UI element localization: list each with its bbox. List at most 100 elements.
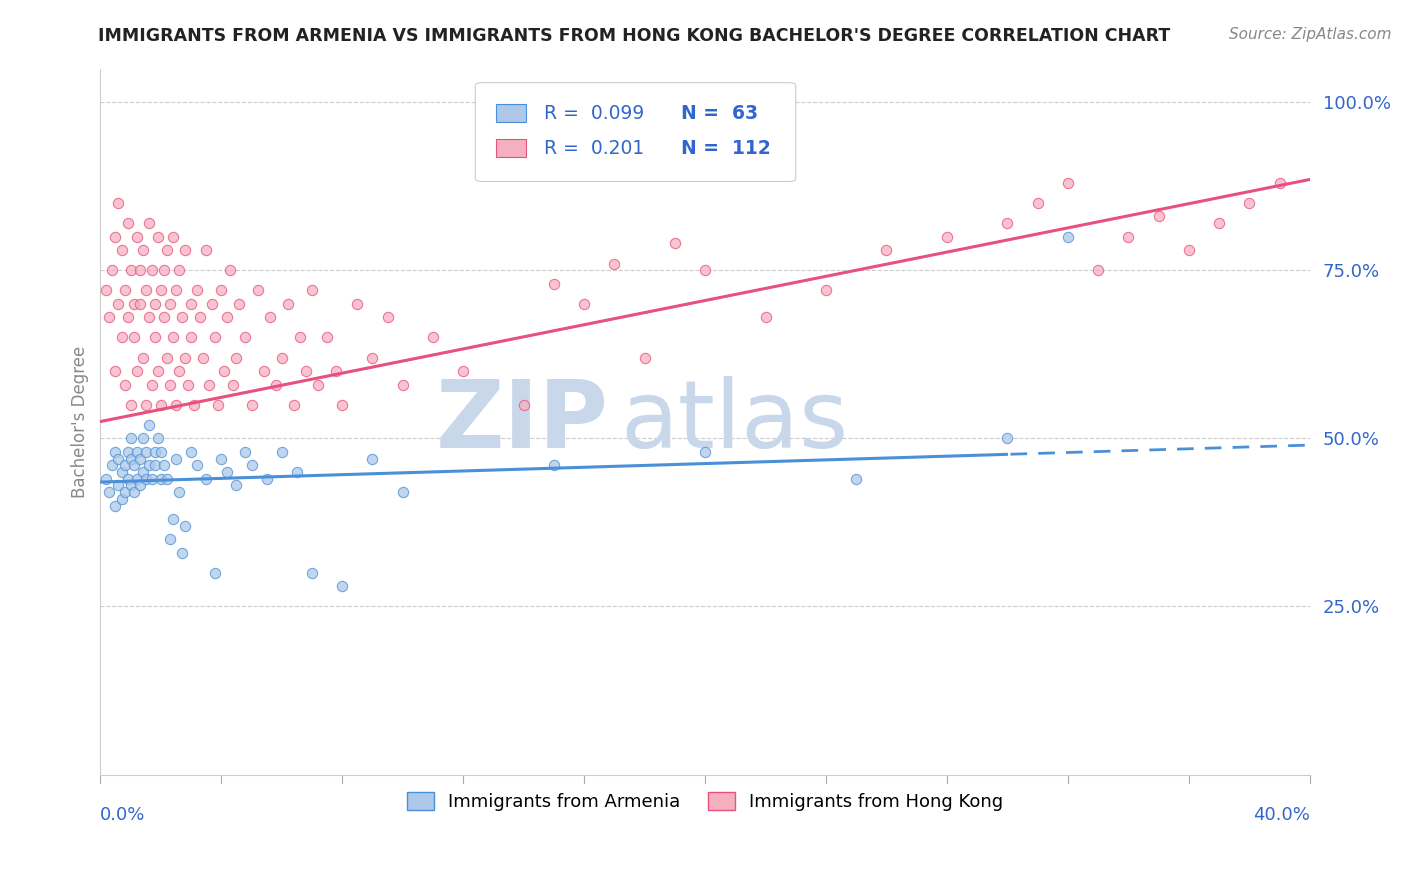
- Point: [188, 310, 211, 325]
- Point: [235, 330, 257, 344]
- Point: [135, 398, 157, 412]
- Point: [149, 472, 172, 486]
- Point: [162, 229, 184, 244]
- Point: [377, 310, 399, 325]
- Point: [153, 458, 176, 473]
- FancyBboxPatch shape: [496, 104, 526, 122]
- Point: [117, 216, 139, 230]
- Point: [664, 236, 686, 251]
- Point: [201, 297, 224, 311]
- Point: [104, 445, 127, 459]
- Point: [316, 330, 339, 344]
- Point: [240, 458, 263, 473]
- Point: [128, 478, 150, 492]
- Point: [110, 491, 132, 506]
- Point: [122, 485, 145, 500]
- Point: [122, 297, 145, 311]
- Point: [330, 398, 353, 412]
- Text: N =  112: N = 112: [681, 139, 770, 158]
- Point: [264, 377, 287, 392]
- Point: [120, 263, 142, 277]
- Point: [1147, 210, 1170, 224]
- Point: [170, 546, 193, 560]
- Point: [217, 465, 239, 479]
- Point: [125, 445, 148, 459]
- Point: [122, 458, 145, 473]
- Point: [198, 377, 221, 392]
- Point: [283, 398, 305, 412]
- Point: [143, 297, 166, 311]
- Point: [125, 229, 148, 244]
- Point: [693, 263, 716, 277]
- Point: [325, 364, 347, 378]
- Point: [240, 398, 263, 412]
- Point: [346, 297, 368, 311]
- Point: [209, 451, 232, 466]
- Point: [845, 472, 868, 486]
- Point: [997, 216, 1019, 230]
- Point: [135, 472, 157, 486]
- Point: [138, 216, 160, 230]
- Point: [141, 472, 163, 486]
- Text: 0.0%: 0.0%: [100, 806, 146, 824]
- Point: [204, 330, 226, 344]
- Point: [162, 330, 184, 344]
- Point: [1178, 243, 1201, 257]
- Y-axis label: Bachelor's Degree: Bachelor's Degree: [72, 345, 89, 498]
- Text: IMMIGRANTS FROM ARMENIA VS IMMIGRANTS FROM HONG KONG BACHELOR'S DEGREE CORRELATI: IMMIGRANTS FROM ARMENIA VS IMMIGRANTS FR…: [98, 27, 1171, 45]
- Point: [156, 472, 179, 486]
- Point: [149, 398, 172, 412]
- Point: [117, 310, 139, 325]
- Point: [146, 431, 169, 445]
- Point: [138, 417, 160, 432]
- Point: [512, 398, 534, 412]
- Point: [180, 330, 202, 344]
- Point: [222, 377, 245, 392]
- Point: [330, 579, 353, 593]
- Point: [180, 445, 202, 459]
- Point: [177, 377, 200, 392]
- Point: [167, 364, 190, 378]
- Point: [191, 351, 214, 365]
- Point: [156, 351, 179, 365]
- Point: [146, 229, 169, 244]
- Point: [174, 518, 197, 533]
- Point: [1057, 176, 1080, 190]
- Point: [214, 364, 236, 378]
- Point: [1118, 229, 1140, 244]
- Point: [98, 485, 121, 500]
- Point: [165, 284, 187, 298]
- Point: [219, 263, 242, 277]
- Point: [107, 478, 129, 492]
- Point: [135, 284, 157, 298]
- Point: [288, 330, 311, 344]
- Point: [270, 351, 292, 365]
- Point: [225, 478, 247, 492]
- Point: [936, 229, 959, 244]
- Point: [131, 465, 153, 479]
- Point: [228, 297, 250, 311]
- Point: [143, 330, 166, 344]
- Point: [114, 284, 136, 298]
- Point: [122, 330, 145, 344]
- Point: [361, 451, 384, 466]
- Text: 40.0%: 40.0%: [1253, 806, 1310, 824]
- Point: [170, 310, 193, 325]
- Point: [162, 512, 184, 526]
- Point: [104, 229, 127, 244]
- Point: [107, 297, 129, 311]
- Point: [101, 458, 124, 473]
- Point: [149, 445, 172, 459]
- Point: [120, 478, 142, 492]
- Point: [120, 398, 142, 412]
- Point: [259, 310, 281, 325]
- Point: [159, 533, 181, 547]
- Point: [156, 243, 179, 257]
- Point: [98, 310, 121, 325]
- Point: [754, 310, 776, 325]
- Point: [110, 330, 132, 344]
- Point: [131, 351, 153, 365]
- Point: [138, 458, 160, 473]
- Point: [96, 284, 118, 298]
- Point: [285, 465, 308, 479]
